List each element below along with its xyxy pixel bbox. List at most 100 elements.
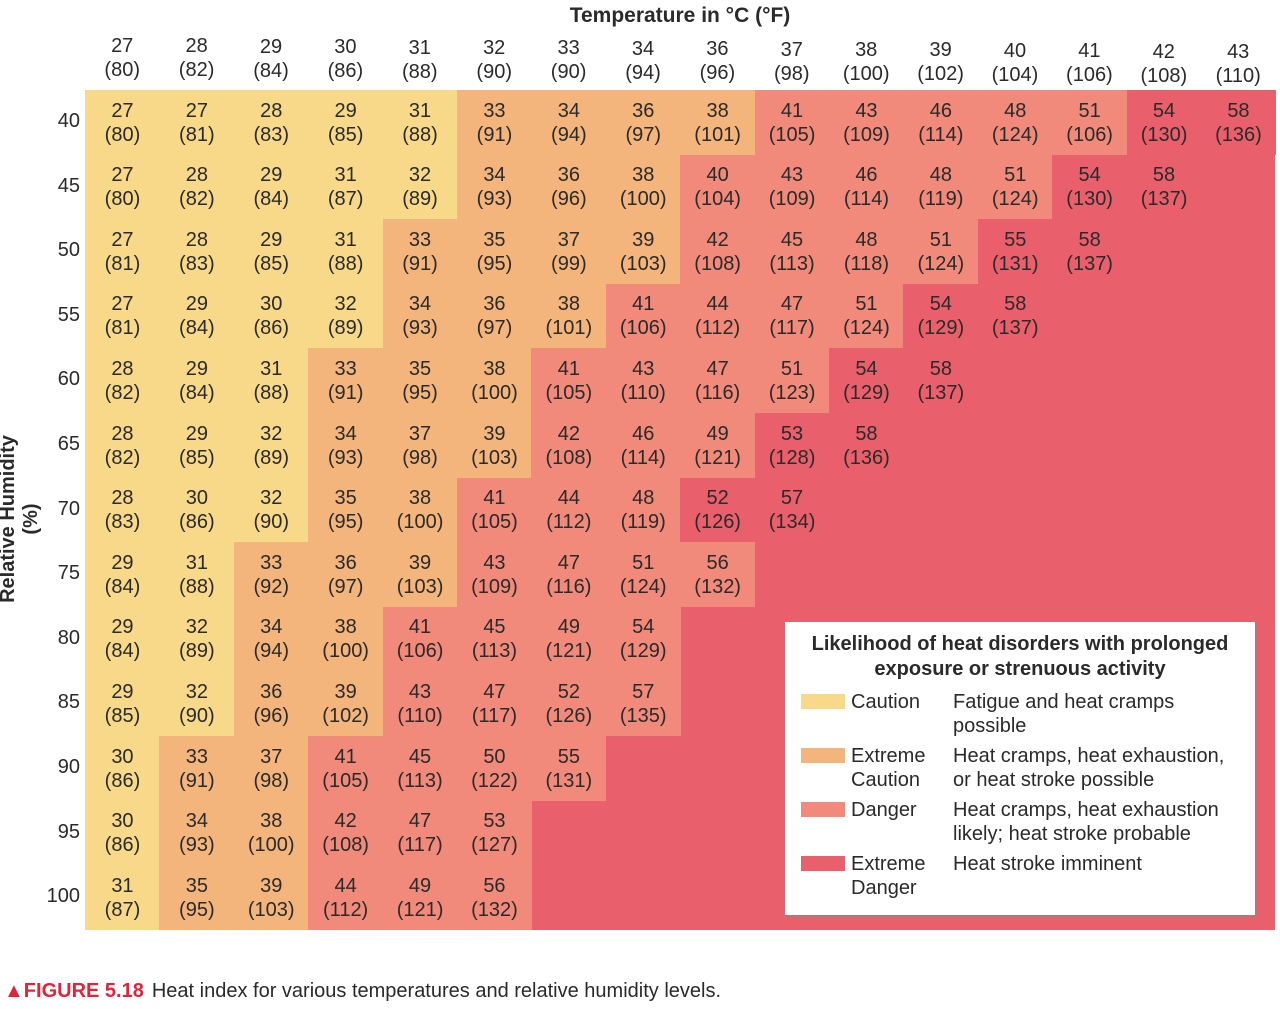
cell: 41 (106)	[382, 606, 458, 672]
cell: 55 (131)	[977, 219, 1053, 285]
cell-fahrenheit: (97)	[327, 575, 364, 598]
cell-fahrenheit: (95)	[402, 381, 438, 404]
cell: 43 (109)	[829, 90, 904, 156]
cell-fahrenheit: (98)	[402, 446, 438, 469]
cell: 54 (129)	[903, 283, 979, 349]
cell-celsius: 54	[855, 357, 878, 380]
cell-celsius: 44	[557, 487, 580, 510]
cell: 53 (128)	[754, 413, 830, 479]
cell: 41 (105)	[308, 736, 384, 802]
cell: 54 (130)	[1126, 90, 1202, 156]
cell-celsius: 58	[929, 357, 952, 380]
column-header-text: 32	[483, 37, 506, 59]
temperature-title: Temperature in °C (°F)	[569, 4, 791, 27]
cell-fahrenheit: (97)	[476, 317, 513, 340]
cell: 37 (98)	[233, 736, 309, 802]
cell-celsius: 28	[260, 99, 283, 122]
cell-fahrenheit: (103)	[396, 575, 444, 598]
cell-celsius: 41	[334, 745, 357, 768]
cell: 39 (103)	[233, 865, 309, 931]
cell-celsius: 43	[483, 551, 506, 574]
cell: 57 (134)	[754, 477, 830, 543]
cell: 51 (124)	[903, 219, 979, 285]
cell-fahrenheit: (113)	[769, 252, 815, 275]
caption: ▲FIGURE 5.18 Heat index for various tempe…	[4, 980, 721, 1003]
cell-celsius: 39	[632, 228, 655, 251]
cell-celsius: 31	[334, 164, 357, 187]
cell: 29 (85)	[159, 413, 235, 479]
cell-celsius: 34	[408, 293, 432, 316]
cell: 51 (124)	[605, 542, 681, 608]
cell: 33 (91)	[457, 90, 532, 156]
cell-fahrenheit: (109)	[843, 123, 890, 146]
cell: 50 (122)	[457, 736, 532, 802]
cell: 30 (86)	[85, 800, 160, 866]
cell-celsius: 37	[408, 422, 432, 445]
column-header: 39 (102)	[903, 34, 977, 90]
cell: 54 (129)	[605, 606, 681, 672]
column-header-text: (80)	[104, 59, 140, 81]
cell-fahrenheit: (87)	[327, 188, 364, 211]
cell-celsius: 51	[929, 228, 952, 251]
cell-celsius: 36	[557, 164, 580, 187]
cell-celsius: 51	[855, 293, 878, 316]
column-header-text: 38	[855, 39, 878, 61]
cell-celsius: 47	[706, 357, 729, 380]
cell-fahrenheit: (131)	[545, 769, 593, 792]
cell-celsius: 43	[408, 680, 432, 703]
cell-fahrenheit: (85)	[327, 123, 364, 146]
cell-fahrenheit: (130)	[1066, 188, 1113, 211]
cell-fahrenheit: (101)	[694, 123, 741, 146]
column-header: 30 (86)	[308, 31, 382, 87]
cell-fahrenheit: (117)	[397, 834, 443, 857]
cell-fahrenheit: (103)	[247, 898, 295, 921]
cell: 45 (113)	[382, 736, 458, 802]
cell: 38 (100)	[382, 477, 458, 543]
cell: 34 (94)	[531, 90, 607, 156]
column-header-text: (90)	[476, 61, 512, 83]
cell: 47 (117)	[382, 800, 458, 866]
cell-fahrenheit: (135)	[619, 704, 667, 727]
cell-celsius: 42	[706, 228, 729, 251]
cell-fahrenheit: (91)	[327, 381, 364, 404]
cell: 36 (96)	[531, 154, 607, 220]
cell-celsius: 51	[1078, 99, 1101, 122]
legend-item: Extreme Caution Heat cramps, heat exhaust…	[797, 744, 1243, 792]
cell-celsius: 47	[557, 551, 580, 574]
cell-celsius: 33	[185, 745, 208, 768]
cell: 31 (87)	[85, 865, 160, 931]
cell-fahrenheit: (96)	[253, 704, 290, 727]
cell-fahrenheit: (84)	[179, 317, 215, 340]
cell: 29 (84)	[85, 542, 160, 608]
cell-celsius: 41	[780, 99, 804, 122]
cell-celsius: 56	[706, 551, 729, 574]
cell-fahrenheit: (83)	[104, 511, 141, 534]
cell-fahrenheit: (88)	[179, 575, 215, 598]
column-header: 42 (108)	[1127, 36, 1201, 92]
column-header: 34 (94)	[606, 33, 680, 89]
cell-celsius: 52	[557, 680, 580, 703]
cell-celsius: 38	[557, 293, 580, 316]
cell-celsius: 38	[483, 357, 506, 380]
cell: 51 (124)	[977, 154, 1053, 220]
cell-fahrenheit: (100)	[471, 381, 518, 404]
cell-fahrenheit: (112)	[323, 898, 369, 921]
cell-celsius: 34	[557, 99, 580, 122]
row-label: 45	[57, 174, 80, 197]
cell: 30 (86)	[85, 736, 160, 802]
cell-fahrenheit: (95)	[476, 252, 513, 275]
cell-celsius: 38	[260, 810, 283, 833]
cell-fahrenheit: (124)	[619, 575, 667, 598]
cell-fahrenheit: (114)	[918, 123, 964, 146]
cell-celsius: 51	[632, 551, 655, 574]
cell-celsius: 35	[334, 487, 357, 510]
cell-celsius: 48	[855, 228, 878, 251]
column-header: 32 (90)	[457, 32, 531, 88]
cell-fahrenheit: (86)	[253, 317, 290, 340]
cell: 58 (137)	[1126, 154, 1202, 220]
column-header: 33 (90)	[531, 32, 605, 88]
cell-fahrenheit: (136)	[1215, 123, 1262, 146]
column-header: 40 (104)	[978, 35, 1052, 91]
cell-celsius: 38	[334, 616, 357, 639]
